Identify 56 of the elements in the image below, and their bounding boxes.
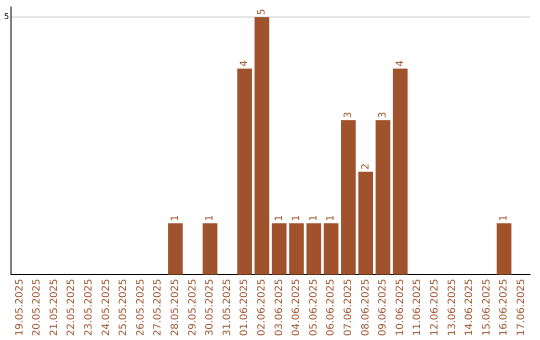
x-tick-label: 19.05.2025 — [14, 278, 26, 336]
bar — [272, 223, 287, 275]
bar — [376, 120, 390, 275]
x-tick-label: 15.06.2025 — [481, 278, 492, 336]
data-label: 1 — [308, 214, 320, 222]
data-label: 1 — [204, 214, 216, 222]
x-tick-label: 25.05.2025 — [118, 278, 130, 336]
data-label: 1 — [326, 214, 337, 222]
x-tick-label: 23.05.2025 — [84, 278, 95, 336]
x-tick-label: 21.05.2025 — [48, 278, 60, 336]
x-tick-label: 29.05.2025 — [187, 278, 198, 336]
x-tick-label: 22.05.2025 — [66, 278, 78, 336]
x-tick-label: 28.05.2025 — [170, 278, 182, 336]
data-label: 1 — [291, 214, 302, 222]
bar — [496, 223, 512, 275]
data-label: 1 — [498, 214, 510, 222]
x-tick-label: 03.06.2025 — [274, 278, 285, 336]
x-tick-label: 27.05.2025 — [152, 278, 164, 336]
x-tick-label: 16.06.2025 — [498, 278, 510, 336]
bar — [168, 223, 183, 275]
bar — [392, 68, 408, 275]
x-tick-label: 26.05.2025 — [135, 278, 146, 336]
x-tick-label: 02.06.2025 — [256, 278, 268, 336]
x-tick-label: 04.06.2025 — [291, 278, 302, 336]
data-label: 3 — [342, 112, 354, 118]
x-tick-label: 01.06.2025 — [239, 278, 250, 336]
x-tick-label: 05.06.2025 — [308, 278, 320, 336]
data-label: 3 — [378, 112, 389, 118]
x-tick-label: 13.06.2025 — [446, 278, 458, 336]
x-tick-label: 10.06.2025 — [394, 278, 406, 336]
bar — [358, 172, 374, 275]
x-tick-label: 31.05.2025 — [222, 278, 233, 336]
x-tick-label: 17.06.2025 — [516, 278, 527, 336]
x-tick-label: 30.05.2025 — [204, 278, 216, 336]
data-label: 5 — [256, 8, 268, 16]
x-tick-label: 07.06.2025 — [342, 278, 354, 336]
x-tick-label: 20.05.2025 — [32, 278, 43, 336]
bar — [341, 120, 356, 275]
x-tick-label: 14.06.2025 — [464, 278, 476, 336]
data-label: 2 — [360, 163, 372, 170]
bar — [289, 223, 304, 275]
bar — [324, 223, 338, 275]
bar — [237, 68, 252, 275]
x-tick-label: 08.06.2025 — [360, 278, 372, 336]
x-tick-label: 09.06.2025 — [378, 278, 389, 336]
data-label: 4 — [239, 60, 250, 67]
x-tick-label: 12.06.2025 — [429, 278, 440, 336]
data-label: 1 — [274, 214, 285, 222]
data-label: 1 — [170, 214, 182, 222]
bar — [202, 223, 218, 275]
x-tick-label: 24.05.2025 — [100, 278, 112, 336]
x-tick-label: 06.06.2025 — [326, 278, 337, 336]
x-tick-label: 11.06.2025 — [412, 278, 424, 336]
bar — [254, 17, 270, 275]
bar — [306, 223, 322, 275]
data-label: 4 — [394, 60, 406, 67]
